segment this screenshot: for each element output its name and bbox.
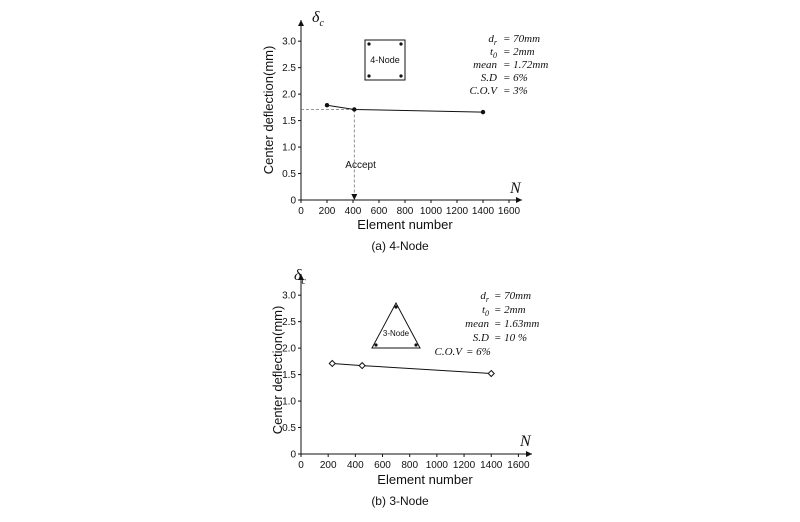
x-tick-label: 1200 (446, 206, 469, 217)
y-axis-arrow (298, 20, 304, 26)
x-symbol: N (519, 433, 532, 450)
y-axis-title: Center deflection(mm) (261, 46, 276, 175)
x-tick-label: 800 (397, 206, 414, 217)
x-axis-arrow (516, 197, 522, 203)
param-sd-value: = 6% (503, 72, 528, 84)
x-tick-label: 1000 (426, 460, 449, 471)
params-block: dr t0 mean S.D C.O.V = 70mm = 2mm = 1.63… (435, 290, 540, 358)
element-label: 4-Node (370, 55, 400, 65)
param-t0: t0 (482, 304, 489, 318)
x-tick-label: 1000 (420, 206, 443, 217)
y-tick-label: 3.0 (282, 37, 296, 48)
x-symbol: N (509, 180, 522, 197)
param-mean: mean (465, 318, 489, 330)
x-axis-title: Element number (357, 217, 453, 232)
param-dr-value: = 70mm (494, 290, 531, 302)
param-sd: S.D (481, 72, 497, 84)
param-mean-value: = 1.72mm (503, 59, 548, 71)
data-point (328, 359, 336, 368)
x-tick-label: 400 (345, 206, 362, 217)
y-tick-label: 0.5 (282, 169, 296, 180)
y-tick-label: 2.0 (282, 344, 296, 355)
chart-caption: (a) 4-Node (371, 239, 429, 253)
y-axis-title: Center deflection(mm) (270, 306, 285, 435)
data-point (487, 369, 495, 378)
param-sd: S.D (473, 332, 489, 344)
y-tick-label: 2.5 (282, 63, 296, 74)
param-t0: t0 (490, 46, 497, 60)
chart-caption: (b) 3-Node (371, 494, 429, 508)
x-tick-label: 0 (298, 460, 304, 471)
accept-arrowhead (351, 194, 358, 200)
x-axis-title: Element number (377, 472, 473, 487)
chart-4-node: δc N Element number Center deflection(mm… (261, 9, 548, 253)
param-dr: dr (480, 290, 490, 304)
y-tick-label: 0.5 (282, 423, 296, 434)
data-point (352, 107, 357, 112)
x-tick-label: 600 (371, 206, 388, 217)
y-tick-label: 3.0 (282, 291, 296, 302)
chart-3-node: δc N Element number Center deflection(mm… (270, 267, 539, 508)
y-symbol: δc (312, 9, 324, 29)
x-tick-label: 200 (319, 206, 336, 217)
y-tick-label: 0 (290, 196, 296, 207)
param-dr-value: = 70mm (503, 33, 540, 45)
y-tick-label: 0 (290, 450, 296, 461)
param-mean-value: = 1.63mm (494, 318, 539, 330)
x-tick-label: 1600 (498, 206, 521, 217)
param-cov-value: = 6% (466, 346, 491, 358)
y-tick-label: 2.5 (282, 317, 296, 328)
y-tick-label: 2.0 (282, 90, 296, 101)
y-axis-arrow (298, 274, 304, 280)
y-tick-label: 1.0 (282, 397, 296, 408)
x-tick-label: 1400 (480, 460, 503, 471)
element-icon-3-node: 3-Node (371, 301, 421, 349)
param-sd-value: = 10 % (494, 332, 527, 344)
param-mean: mean (473, 59, 497, 71)
y-tick-label: 1.5 (282, 370, 296, 381)
y-tick-label: 1.5 (282, 116, 296, 127)
element-label: 3-Node (383, 329, 410, 338)
y-tick-label: 1.0 (282, 143, 296, 154)
data-point (324, 103, 330, 108)
x-tick-label: 200 (320, 460, 337, 471)
param-cov-value: = 3% (503, 85, 528, 97)
element-icon-4-node: 4-Node (364, 39, 406, 81)
param-dr: dr (488, 33, 498, 47)
param-t0-value: = 2mm (503, 46, 535, 58)
series-line (332, 362, 492, 375)
accept-label: Accept (345, 160, 376, 171)
x-tick-label: 1600 (507, 460, 530, 471)
x-tick-label: 1400 (472, 206, 495, 217)
x-tick-label: 400 (347, 460, 364, 471)
x-tick-label: 800 (401, 460, 418, 471)
x-tick-label: 600 (374, 460, 391, 471)
param-t0-value: = 2mm (494, 304, 526, 316)
data-point (480, 109, 486, 115)
series-line (326, 104, 484, 113)
x-tick-label: 1200 (453, 460, 476, 471)
param-cov: C.O.V (435, 346, 464, 358)
param-cov: C.O.V (470, 85, 499, 97)
data-point (358, 361, 366, 370)
params-block: dr t0 mean S.D C.O.V = 70mm = 2mm = 1.72… (470, 33, 549, 97)
x-axis-arrow (526, 451, 532, 457)
x-tick-label: 0 (298, 206, 304, 217)
